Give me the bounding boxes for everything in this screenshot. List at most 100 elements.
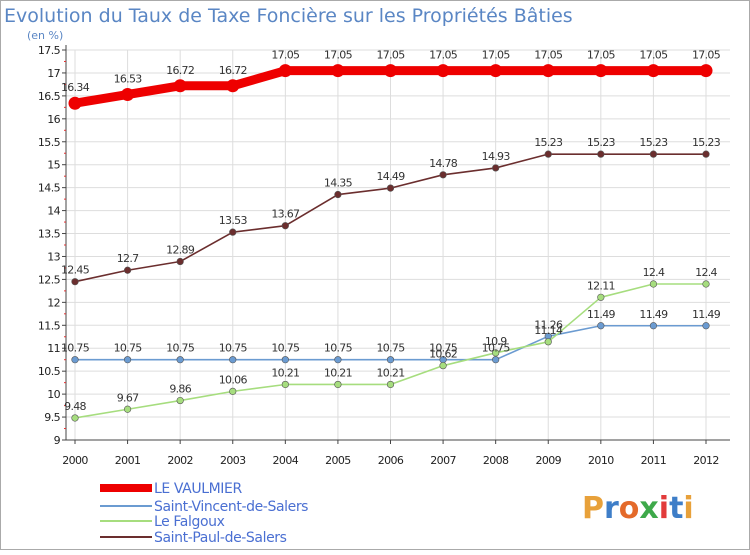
x-tick-label: 2003	[220, 454, 246, 467]
data-label: 9.67	[117, 391, 139, 404]
data-label: 11.49	[639, 308, 668, 321]
logo-letter: P	[582, 491, 604, 526]
data-point	[384, 64, 397, 78]
data-label: 12.4	[695, 266, 717, 279]
data-label: 10.75	[166, 342, 195, 355]
label-layer: 12.45 12.7 12.89 13.53 13.67 14.35 14.49 14.78 1…	[61, 49, 721, 413]
data-point	[334, 190, 342, 199]
data-label: 11.14	[534, 324, 563, 337]
chart-subtitle: (en %)	[27, 29, 63, 42]
data-label: 9.48	[64, 400, 86, 413]
x-tick-label: 2000	[62, 454, 88, 467]
data-label: 10.06	[219, 373, 248, 386]
x-tick-label: 2005	[325, 454, 351, 467]
data-point	[176, 257, 184, 266]
data-point	[278, 64, 292, 78]
data-point	[699, 64, 713, 78]
data-point	[229, 387, 237, 395]
data-label: 10.75	[377, 342, 406, 355]
data-label: 10.75	[429, 342, 458, 355]
y-tick-label: 11.5	[38, 319, 61, 332]
data-point	[439, 362, 447, 370]
y-tick-label: 14	[47, 205, 60, 218]
data-label: 10.75	[114, 342, 143, 355]
data-point	[492, 164, 500, 172]
data-label: 10.75	[482, 342, 511, 355]
data-point	[386, 356, 395, 364]
data-label: 10.75	[324, 342, 353, 355]
data-point	[489, 64, 503, 78]
data-point	[229, 228, 237, 236]
data-point	[597, 322, 605, 330]
data-point	[334, 380, 342, 389]
data-point	[649, 150, 658, 158]
x-tick-label: 2007	[430, 454, 456, 467]
data-label: 16.34	[61, 81, 90, 94]
data-label: 13.67	[271, 208, 300, 221]
data-label: 11.26	[534, 318, 563, 331]
y-tick-label: 16	[47, 113, 60, 126]
data-label: 17.05	[429, 49, 458, 62]
data-label: 16.72	[219, 64, 247, 77]
x-tick-label: 2002	[167, 454, 193, 467]
data-label: 16.72	[166, 64, 194, 77]
logo-letter: o	[619, 491, 640, 526]
data-label: 14.78	[429, 157, 458, 170]
data-label: 14.93	[482, 150, 511, 163]
data-label: 14.35	[324, 177, 353, 190]
x-tick-label: 2010	[588, 454, 614, 467]
data-point	[123, 405, 132, 413]
y-tick-label: 9.5	[44, 411, 60, 424]
data-label: 12.11	[587, 279, 615, 292]
y-tick-label: 15.5	[38, 136, 61, 149]
data-point	[229, 356, 237, 364]
data-point	[331, 64, 345, 78]
data-label: 14.49	[377, 170, 406, 183]
data-point	[281, 356, 289, 364]
data-label: 10.21	[324, 366, 352, 379]
data-label: 17.05	[271, 49, 300, 62]
proxiti-logo: Proxiti	[582, 491, 694, 526]
data-label: 15.23	[692, 136, 721, 149]
legend-label-0: LE VAULMIER	[154, 481, 242, 497]
y-tick-label: 12.5	[38, 273, 61, 286]
data-point	[281, 222, 289, 230]
x-tick-label: 2012	[693, 454, 719, 467]
data-point	[649, 322, 658, 330]
y-tick-label: 11	[47, 342, 60, 355]
data-point	[123, 266, 132, 274]
data-point	[334, 356, 342, 364]
data-label: 17.05	[377, 49, 406, 62]
data-point	[176, 356, 184, 364]
data-label: 15.23	[534, 136, 563, 149]
chart-title: Evolution du Taux de Taxe Foncière sur l…	[4, 5, 573, 27]
legend-label-3: Saint-Paul-de-Salers	[154, 530, 287, 546]
data-label: 11.49	[587, 308, 616, 321]
data-label: 17.05	[482, 49, 511, 62]
x-tick-label: 2001	[115, 454, 141, 467]
axis-layer: 9 9.5 10 10.5 11 11.5 12 12.5 13 13.5 14 14.5 15 15.5…	[38, 44, 730, 467]
data-point	[544, 338, 552, 346]
y-tick-label: 10	[47, 388, 60, 401]
data-label: 10.62	[429, 348, 457, 361]
x-tick-label: 2009	[535, 454, 561, 467]
series-layer	[68, 64, 713, 422]
data-label: 10.75	[271, 342, 300, 355]
data-point	[597, 150, 605, 158]
data-point	[541, 64, 555, 78]
data-label: 10.75	[61, 342, 90, 355]
data-point	[68, 96, 82, 110]
data-point	[386, 184, 395, 192]
y-tick-label: 14.5	[38, 182, 61, 195]
data-point	[436, 64, 450, 78]
logo-letter: t	[669, 491, 683, 526]
logo-letter: i	[659, 491, 669, 526]
data-point	[121, 88, 135, 102]
data-label: 17.05	[639, 49, 668, 62]
data-point	[492, 349, 500, 357]
y-tick-label: 13.5	[38, 228, 61, 241]
data-label: 16.53	[114, 73, 143, 86]
data-point	[281, 380, 289, 389]
data-label: 10.75	[219, 342, 248, 355]
